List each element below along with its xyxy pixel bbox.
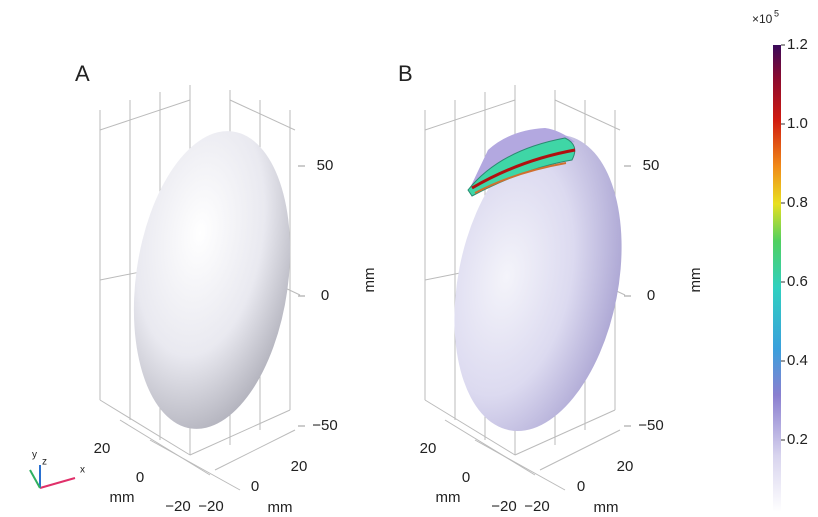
panel-label: A <box>75 61 90 86</box>
figure: y z x ×10 5 A 50 0 −50 mm 20 0 −20 mm 20 0 −20 mm B 50… <box>0 0 818 517</box>
colorbar-tick-label: 0.8 <box>787 194 808 211</box>
z-axis-title: mm <box>687 268 704 293</box>
colorbar-multiplier: ×10 <box>752 12 773 26</box>
triad-label: y <box>32 450 37 461</box>
triad-label: x <box>80 465 85 476</box>
left-tick-label: 0 <box>136 469 144 486</box>
panel-label: B <box>398 61 413 86</box>
z-tick-label: 0 <box>647 287 655 304</box>
right-tick-label: 20 <box>291 458 308 475</box>
z-tick-label: −50 <box>312 417 337 434</box>
z-tick-label: 50 <box>643 157 660 174</box>
triad <box>30 465 75 488</box>
ellipsoid-a <box>116 121 308 439</box>
colorbar <box>773 45 781 512</box>
left-tick-label: −20 <box>165 498 190 515</box>
colorbar-tick-label: 1.2 <box>787 36 808 53</box>
left-axis-title: mm <box>110 489 135 506</box>
left-tick-label: 20 <box>94 440 111 457</box>
left-tick-label: 20 <box>420 440 437 457</box>
colorbar-tick-label: 1.0 <box>787 115 808 132</box>
colorbar-tick-label: 0.4 <box>787 352 808 369</box>
left-tick-label: −20 <box>491 498 516 515</box>
colorbar-tick-label: 0.6 <box>787 273 808 290</box>
colorbar-tick-label: 0.2 <box>787 431 808 448</box>
right-axis-title: mm <box>268 499 293 516</box>
colorbar-exponent: 5 <box>774 8 779 18</box>
right-tick-label: 0 <box>251 478 259 495</box>
z-tick-label: 0 <box>321 287 329 304</box>
left-axis-title: mm <box>436 489 461 506</box>
z-axis-title: mm <box>361 268 378 293</box>
z-tick-label: −50 <box>638 417 663 434</box>
right-tick-label: 0 <box>577 478 585 495</box>
left-tick-label: 0 <box>462 469 470 486</box>
triad-label: z <box>42 457 47 468</box>
right-tick-label: −20 <box>524 498 549 515</box>
right-axis-title: mm <box>594 499 619 516</box>
z-tick-label: 50 <box>317 157 334 174</box>
right-tick-label: −20 <box>198 498 223 515</box>
right-tick-label: 20 <box>617 458 634 475</box>
